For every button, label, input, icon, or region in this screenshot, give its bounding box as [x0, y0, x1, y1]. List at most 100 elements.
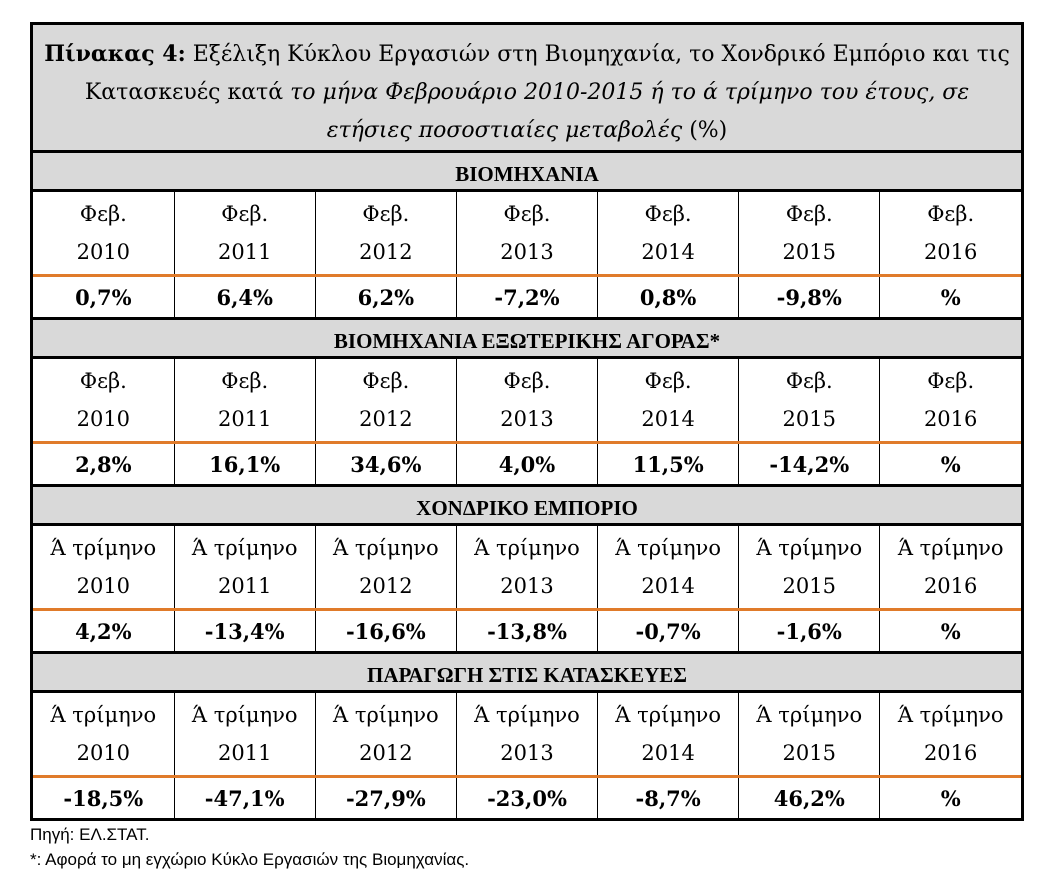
value-cell: 6,4%: [173, 275, 316, 317]
section-table: Φεβ. 2010 Φεβ. 2011 Φεβ. 2012 Φεβ. 2013 Φεβ. 2014…: [33, 192, 1021, 317]
year-label: 2010: [76, 240, 131, 264]
table-title-text: Εξέλιξη Κύκλου Εργασιών στη Βιομηχανία, …: [84, 42, 1010, 105]
period-label: Φεβ.: [221, 202, 269, 226]
value-cell: %: [879, 442, 1021, 484]
period-label: Ά τρίμηνο: [756, 536, 863, 560]
period-header-cell: Ά τρίμηνο 2016: [879, 526, 1021, 611]
section-table: Ά τρίμηνο 2010 Ά τρίμηνο 2011 Ά τρίμηνο 2012 Ά…: [33, 526, 1021, 651]
year-label: 2015: [782, 240, 836, 264]
table-title: Πίνακας 4: Εξέλιξη Κύκλου Εργασιών στη Β…: [33, 25, 1021, 150]
period-header-cell: Φεβ. 2012: [314, 192, 457, 277]
period-header-cell: Φεβ. 2013: [455, 359, 598, 444]
period-header-row: Φεβ. 2010 Φεβ. 2011 Φεβ. 2012 Φεβ. 2013 Φεβ. 2014…: [33, 192, 1021, 277]
value-cell: 6,2%: [314, 275, 457, 317]
year-label: 2015: [782, 574, 836, 598]
value-cell: -47,1%: [173, 776, 316, 818]
value-cell: 34,6%: [314, 442, 457, 484]
period-header-cell: Φεβ. 2010: [33, 359, 175, 444]
period-header-cell: Φεβ. 2011: [173, 192, 316, 277]
period-header-cell: Φεβ. 2014: [597, 192, 739, 277]
year-label: 2016: [923, 407, 978, 431]
period-header-cell: Φεβ. 2012: [314, 359, 457, 444]
period-header-cell: Φεβ. 2015: [738, 359, 880, 444]
year-label: 2012: [359, 741, 413, 765]
section-heading: ΒΙΟΜΗΧΑΝΙΑ ΕΞΩΤΕΡΙΚΗΣ ΑΓΟΡΑΣ*: [33, 317, 1021, 359]
period-label: Φεβ.: [644, 369, 692, 393]
value-cell: 2,8%: [75, 451, 132, 477]
period-header-row: Φεβ. 2010 Φεβ. 2011 Φεβ. 2012 Φεβ. 2013 Φεβ. 2014…: [33, 359, 1021, 444]
value-cell: -13,4%: [173, 609, 316, 651]
period-header-cell: Ά τρίμηνο 2015: [738, 693, 880, 778]
year-label: 2012: [359, 407, 413, 431]
values-row: -18,5% -47,1% -27,9% -23,0% -8,7% 46,2%%: [33, 776, 1021, 818]
value-cell: 4,0%: [455, 442, 598, 484]
value-cell: -16,6%: [314, 609, 457, 651]
year-label: 2013: [500, 574, 554, 598]
value-cell: -9,8%: [738, 275, 880, 317]
value-cell: 0,7%: [75, 284, 132, 310]
table-sections: ΒΙΟΜΗΧΑΝΙΑ Φεβ. 2010 Φεβ. 2011 Φεβ. 2012 Φεβ. 20…: [33, 150, 1021, 818]
period-label: Φεβ.: [221, 369, 269, 393]
value-cell: -8,7%: [597, 776, 739, 818]
section-heading: ΒΙΟΜΗΧΑΝΙΑ: [33, 150, 1021, 192]
period-label: Ά τρίμηνο: [474, 536, 580, 560]
period-label: Ά τρίμηνο: [897, 703, 1004, 727]
period-label: Φεβ.: [362, 202, 410, 226]
period-label: Φεβ.: [79, 202, 127, 226]
period-header-row: Ά τρίμηνο 2010 Ά τρίμηνο 2011 Ά τρίμηνο 2012 Ά…: [33, 526, 1021, 611]
period-label: Φεβ.: [785, 369, 833, 393]
value-cell: -18,5%: [63, 785, 144, 811]
values-row: 4,2% -13,4% -16,6% -13,8% -0,7% -1,6%%: [33, 609, 1021, 651]
period-label: Ά τρίμηνο: [50, 536, 157, 560]
period-label: Φεβ.: [79, 369, 127, 393]
period-label: Ά τρίμηνο: [474, 703, 580, 727]
period-label: Ά τρίμηνο: [615, 703, 721, 727]
value-cell: 46,2%: [738, 776, 880, 818]
period-label: Φεβ.: [362, 369, 410, 393]
year-label: 2013: [500, 240, 554, 264]
period-label: Φεβ.: [503, 202, 551, 226]
value-cell: -13,8%: [455, 609, 598, 651]
value-cell: -27,9%: [314, 776, 457, 818]
period-header-cell: Ά τρίμηνο 2014: [597, 693, 739, 778]
period-header-cell: Φεβ. 2011: [173, 359, 316, 444]
section-table: Ά τρίμηνο 2010 Ά τρίμηνο 2011 Ά τρίμηνο 2012 Ά…: [33, 693, 1021, 818]
period-label: Ά τρίμηνο: [615, 536, 721, 560]
value-cell: 16,1%: [173, 442, 316, 484]
value-cell: -23,0%: [455, 776, 598, 818]
year-label: 2013: [500, 407, 554, 431]
value-cell: -7,2%: [455, 275, 598, 317]
period-label: Ά τρίμηνο: [191, 536, 298, 560]
year-label: 2012: [359, 240, 413, 264]
data-table: Πίνακας 4: Εξέλιξη Κύκλου Εργασιών στη Β…: [30, 22, 1024, 821]
period-header-cell: Ά τρίμηνο 2013: [455, 526, 598, 611]
period-label: Φεβ.: [927, 202, 975, 226]
value-cell: -1,6%: [738, 609, 880, 651]
period-header-cell: Ά τρίμηνο 2012: [314, 693, 457, 778]
period-label: Ά τρίμηνο: [897, 536, 1004, 560]
year-label: 2013: [500, 741, 554, 765]
period-label: Ά τρίμηνο: [191, 703, 298, 727]
year-label: 2011: [217, 240, 272, 264]
period-header-cell: Ά τρίμηνο 2011: [173, 526, 316, 611]
period-header-cell: Ά τρίμηνο 2010: [33, 693, 175, 778]
section-heading: ΧΟΝΔΡΙΚΟ ΕΜΠΟΡΙΟ: [33, 484, 1021, 526]
year-label: 2014: [641, 407, 695, 431]
section-heading: ΠΑΡΑΓΩΓΗ ΣΤΙΣ ΚΑΤΑΣΚΕΥΕΣ: [33, 651, 1021, 693]
period-header-cell: Φεβ. 2015: [738, 192, 880, 277]
period-label: Ά τρίμηνο: [50, 703, 157, 727]
value-cell: %: [879, 275, 1021, 317]
footnote: *: Αφορά το μη εγχώριο Κύκλο Εργασιών τη…: [30, 850, 470, 869]
period-header-cell: Ά τρίμηνο 2015: [738, 526, 880, 611]
table-title-unit: (%): [682, 118, 728, 143]
period-header-cell: Φεβ. 2014: [597, 359, 739, 444]
year-label: 2015: [782, 741, 836, 765]
source-note: Πηγή: ΕΛ.ΣΤΑΤ.: [30, 825, 150, 844]
year-label: 2014: [641, 741, 695, 765]
table-title-italic: το μήνα Φεβρουάριο 2010-2015 ή το ά τρίμ…: [290, 80, 970, 143]
value-cell: 11,5%: [597, 442, 739, 484]
period-header-cell: Ά τρίμηνο 2014: [597, 526, 739, 611]
period-label: Φεβ.: [503, 369, 551, 393]
value-cell: 0,8%: [597, 275, 739, 317]
period-header-row: Ά τρίμηνο 2010 Ά τρίμηνο 2011 Ά τρίμηνο 2012 Ά…: [33, 693, 1021, 778]
